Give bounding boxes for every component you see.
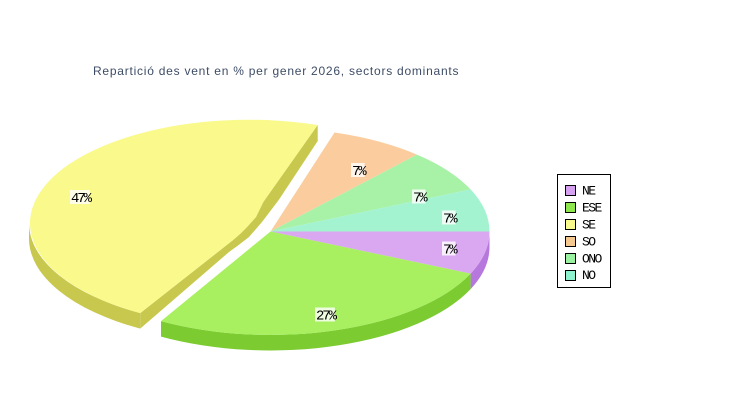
svg-text:ESE: ESE bbox=[582, 201, 603, 216]
svg-text:NE: NE bbox=[582, 184, 596, 199]
svg-text:27%: 27% bbox=[316, 309, 338, 325]
svg-text:NO: NO bbox=[582, 268, 596, 283]
svg-text:SO: SO bbox=[582, 234, 596, 249]
svg-text:SE: SE bbox=[582, 218, 596, 233]
svg-text:Repartició des vent en % per g: Repartició des vent en % per gener 2026,… bbox=[93, 64, 459, 78]
svg-text:ONO: ONO bbox=[582, 251, 603, 266]
svg-text:47%: 47% bbox=[71, 191, 93, 207]
